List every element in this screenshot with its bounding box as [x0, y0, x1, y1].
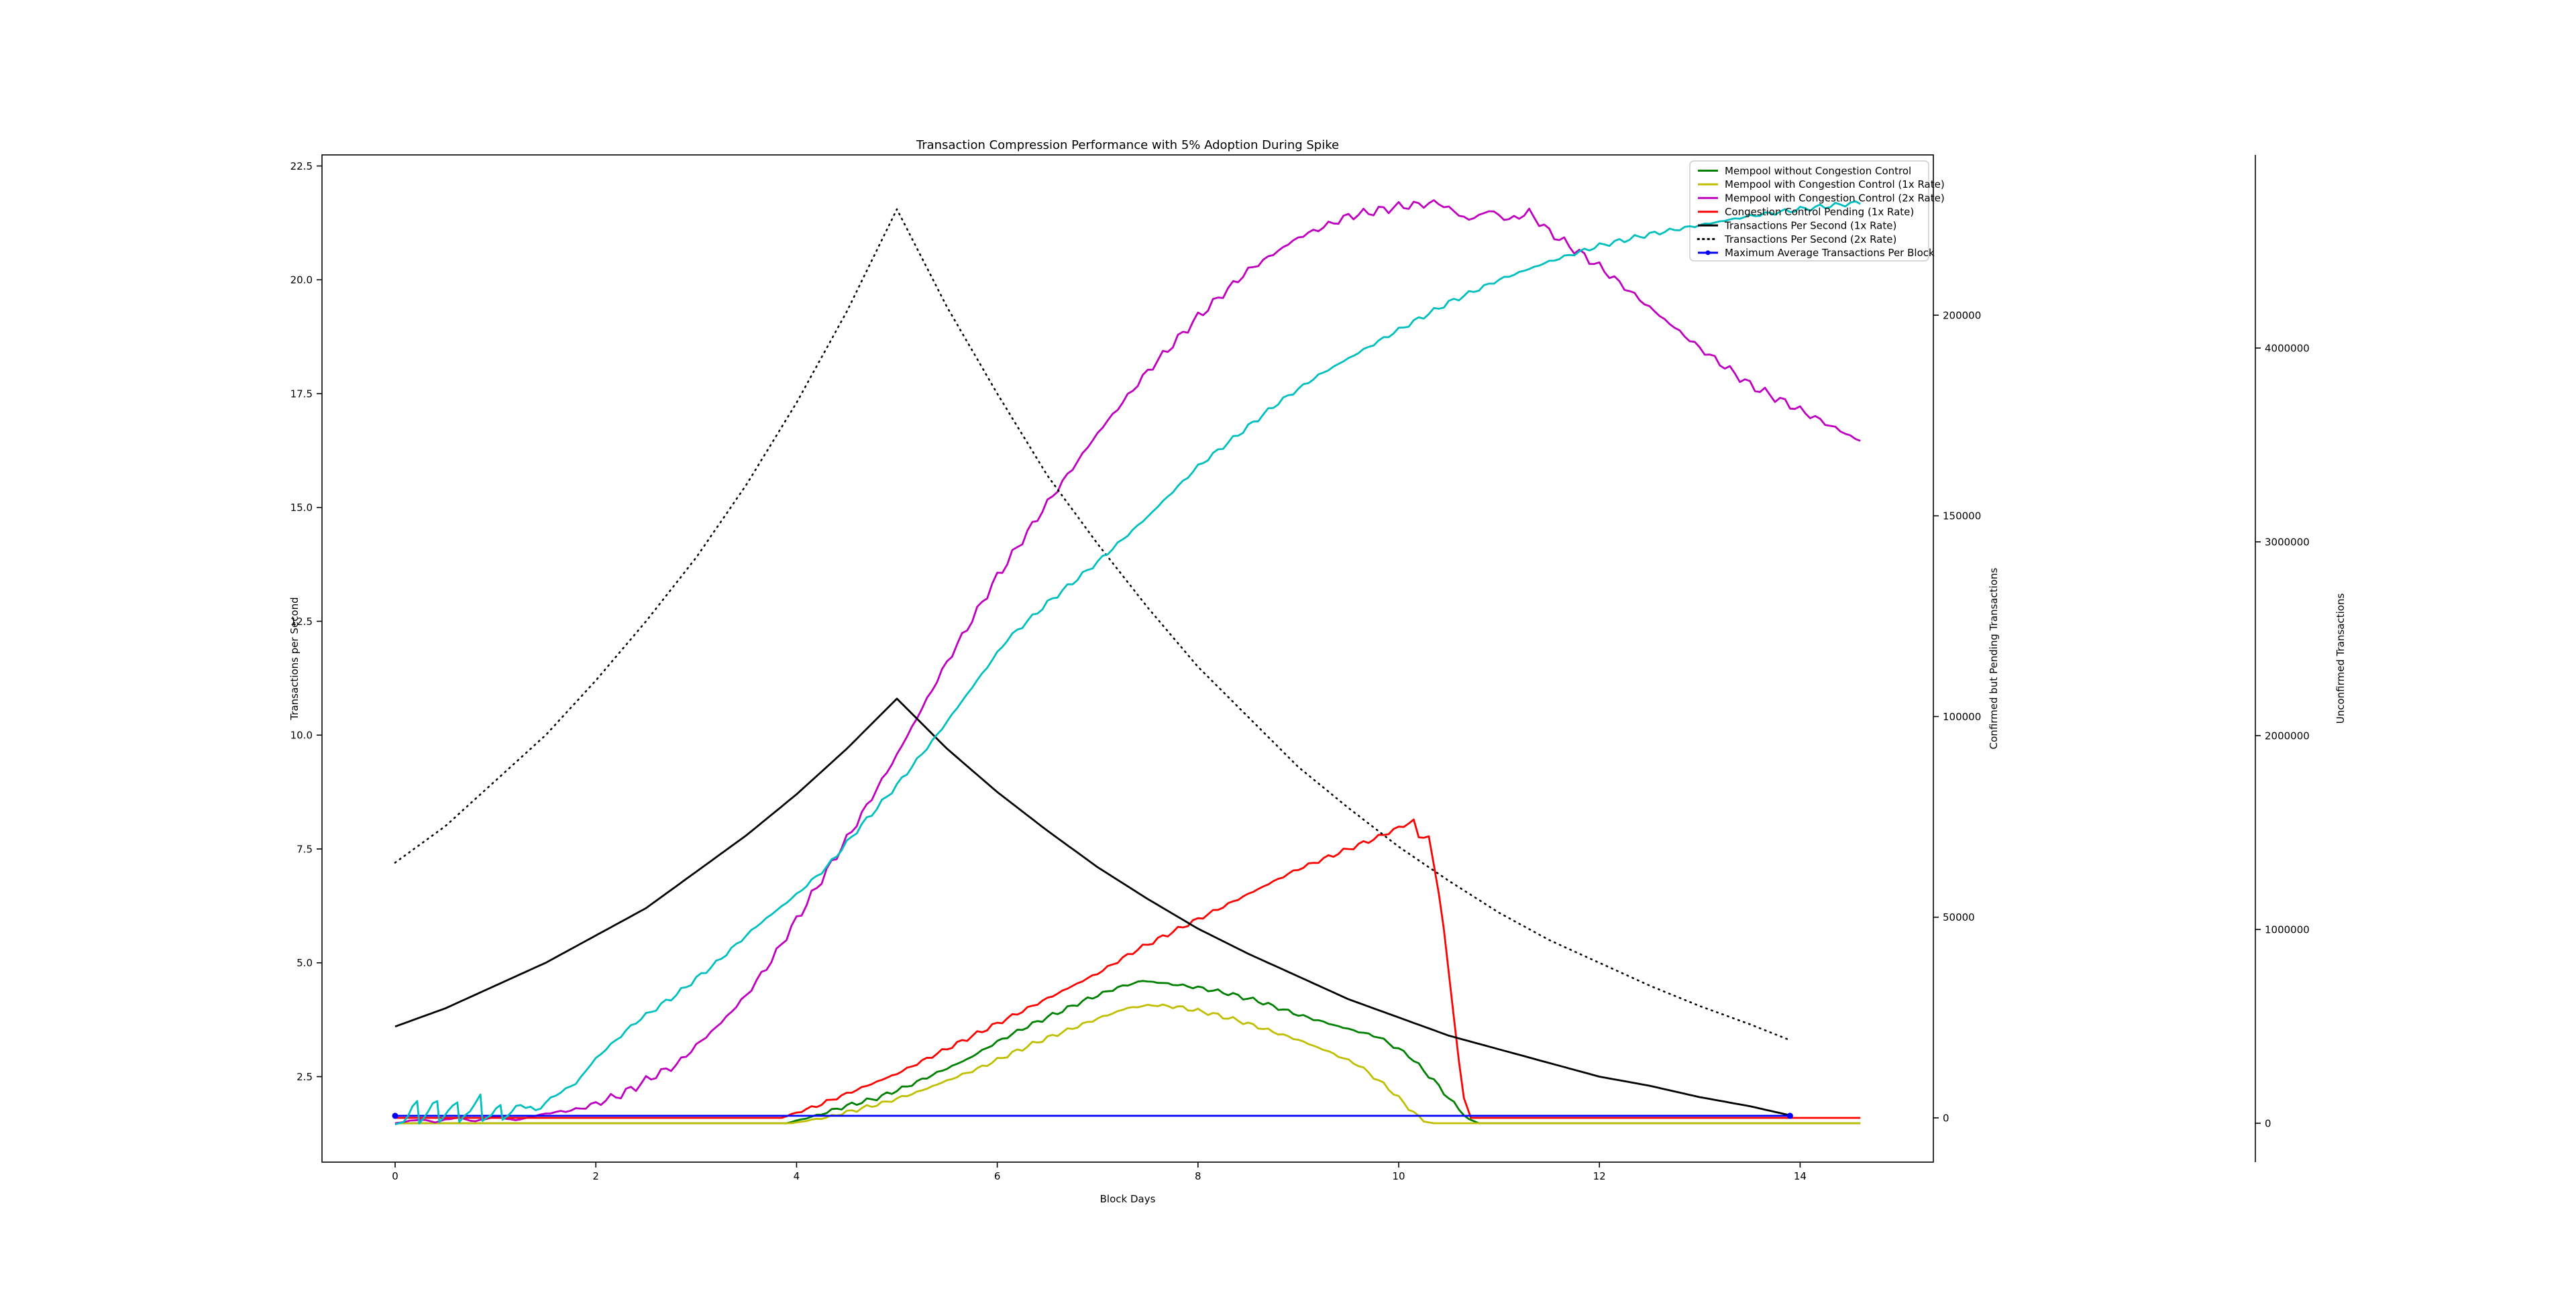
series-mempool-with-congestion-control-2x-rate: [394, 199, 1861, 1125]
y-pending-tick-label: 50000: [1943, 911, 1975, 923]
y-axis-unconfirmed: 0 1000000 2000000 3000000 4000000 Unconfirmed…: [2255, 342, 2347, 1129]
y-left-tick-label: 12.5: [290, 616, 313, 628]
x-tick-label: 6: [994, 1170, 1001, 1182]
title-layer: Transaction Compression Performance with…: [916, 138, 1339, 152]
y-unconfirmed-tick-label: 3000000: [2265, 536, 2310, 548]
y-unconfirmed-tick-label: 1000000: [2265, 923, 2310, 935]
y-left-tick-label: 5.0: [297, 957, 313, 969]
y-pending-tick-label: 150000: [1943, 510, 1981, 522]
legend-label: Transactions Per Second (2x Rate): [1724, 233, 1896, 245]
x-tick-label: 14: [1794, 1170, 1807, 1182]
y-left-tick-label: 22.5: [290, 160, 313, 172]
y-left-tick-label: 15.0: [290, 502, 313, 514]
legend: Mempool without Congestion ControlMempoo…: [1697, 165, 1945, 259]
x-tick-label: 10: [1392, 1170, 1405, 1182]
legend-label: Mempool with Congestion Control (1x Rate…: [1725, 178, 1945, 190]
y-pending-tick-label: 100000: [1943, 711, 1981, 723]
y-pending-tick-label: 0: [1943, 1112, 1949, 1124]
legend-marker: [1705, 250, 1711, 255]
plot-area: [392, 199, 1861, 1126]
y-unconfirmed-tick-label: 4000000: [2265, 342, 2310, 354]
page-title: Transaction Compression Performance with…: [916, 138, 1339, 152]
y-axis-left: 2.5 5.0 7.5 10.0 12.5 15.0 17.5 20.0 22.5 Transac…: [288, 160, 322, 1083]
y-left-tick-label: 17.5: [290, 388, 313, 400]
y-left-tick-label: 2.5: [297, 1071, 313, 1083]
legend-item: Maximum Average Transactions Per Block: [1698, 247, 1935, 259]
x-tick-label: 2: [592, 1170, 599, 1182]
y-unconfirmed-axis-title: Unconfirmed Transactions: [2334, 593, 2347, 724]
series-mempool-with-congestion-control-1x-rate: [395, 1003, 1861, 1125]
x-tick-label: 0: [392, 1170, 398, 1182]
legend-label: Mempool with Congestion Control (2x Rate…: [1725, 192, 1945, 205]
series-unlabeled-cyan-line: [394, 200, 1861, 1126]
series-transactions-per-second-1x-rate: [394, 697, 1790, 1117]
y-pending-tick-label: 200000: [1943, 309, 1981, 321]
axes: [321, 154, 2256, 1163]
legend-item: Mempool with Congestion Control (1x Rate…: [1698, 178, 1945, 190]
y-left-tick-label: 7.5: [297, 843, 313, 855]
x-axis: 0 2 4 6 8 10 12 14 Block Days: [392, 1162, 1807, 1205]
legend-label: Congestion Control Pending (1x Rate): [1725, 206, 1914, 218]
y-left-tick-label: 10.0: [290, 730, 313, 742]
plot-border: [321, 154, 1934, 1163]
x-tick-label: 4: [794, 1170, 800, 1182]
legend-item: Transactions Per Second (1x Rate): [1698, 219, 1896, 231]
legend-item: Mempool with Congestion Control (2x Rate…: [1698, 192, 1945, 205]
x-tick-label: 8: [1195, 1170, 1201, 1182]
x-tick-label: 12: [1593, 1170, 1606, 1182]
line-end-marker: [392, 1113, 398, 1119]
legend-item: Mempool without Congestion Control: [1698, 165, 1911, 177]
series-transactions-per-second-2x-rate: [394, 208, 1791, 1041]
line-end-marker: [1786, 1113, 1793, 1119]
legend-item: Transactions Per Second (2x Rate): [1697, 233, 1896, 245]
x-axis-title: Block Days: [1100, 1193, 1156, 1205]
y-pending-axis-title: Confirmed but Pending Transactions: [1988, 567, 2000, 749]
y-left-tick-label: 20.0: [290, 274, 313, 286]
y-left-axis-title: Transactions per Second: [288, 597, 301, 720]
y-unconfirmed-tick-label: 2000000: [2265, 730, 2310, 742]
y-axis-pending: 0 50000 100000 150000 200000 Confirmed but Pe…: [1933, 309, 2000, 1124]
legend-label: Maximum Average Transactions Per Block: [1725, 247, 1935, 259]
legend-label: Transactions Per Second (1x Rate): [1724, 219, 1896, 231]
legend-label: Mempool without Congestion Control: [1725, 165, 1911, 177]
y-unconfirmed-tick-label: 0: [2265, 1117, 2271, 1129]
series-congestion-control-pending-1x-rate: [395, 818, 1861, 1119]
legend-item: Congestion Control Pending (1x Rate): [1698, 206, 1914, 218]
